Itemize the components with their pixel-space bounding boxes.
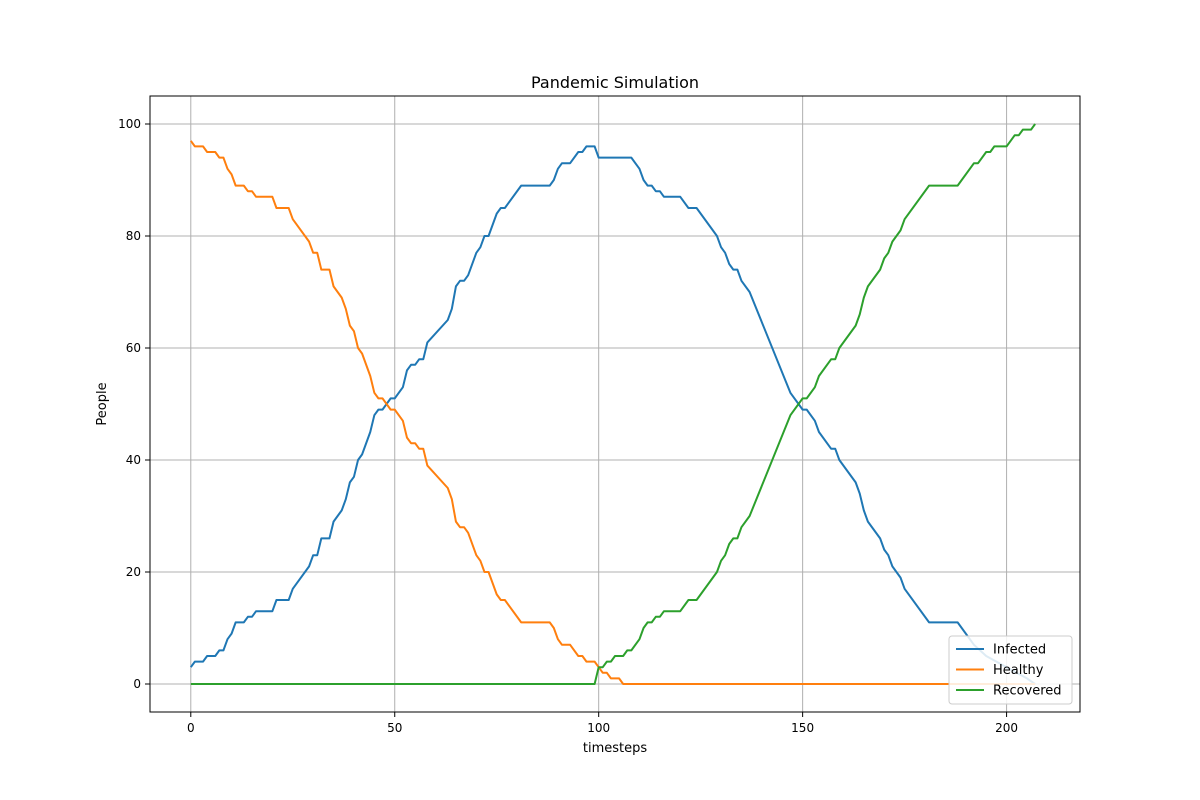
x-axis-label: timesteps	[583, 741, 647, 756]
series-line-healthy	[189, 140, 1036, 685]
legend-label-infected: Infected	[993, 643, 1046, 658]
series-line-infected	[189, 145, 1036, 685]
y-axis-label: People	[95, 382, 110, 425]
plot-frame	[149, 95, 1081, 713]
series-line-recovered	[190, 123, 1036, 685]
legend-box	[948, 635, 1073, 705]
x-tick-label: 0	[187, 721, 195, 735]
x-tick-label: 50	[387, 721, 402, 735]
y-tick-label: 0	[133, 677, 141, 691]
x-tick-label: 150	[791, 721, 814, 735]
x-tick-label: 200	[995, 721, 1018, 735]
grid-lines	[150, 96, 1080, 712]
legend: Infected Healthy Recovered	[948, 635, 1073, 705]
y-tick-label: 20	[126, 565, 141, 579]
y-tick-label: 80	[126, 229, 141, 243]
series-layer	[189, 123, 1036, 685]
y-tick-label: 100	[118, 117, 141, 131]
x-tick-label: 100	[587, 721, 610, 735]
y-tick-label: 40	[126, 453, 141, 467]
y-tick-label: 60	[126, 341, 141, 355]
legend-label-healthy: Healthy	[993, 663, 1044, 678]
legend-label-recovered: Recovered	[993, 684, 1062, 699]
axis-ticks: 0 50 100 150 200 0 20 40 60 80 100	[118, 117, 1018, 735]
chart-title: Pandemic Simulation	[531, 73, 699, 92]
